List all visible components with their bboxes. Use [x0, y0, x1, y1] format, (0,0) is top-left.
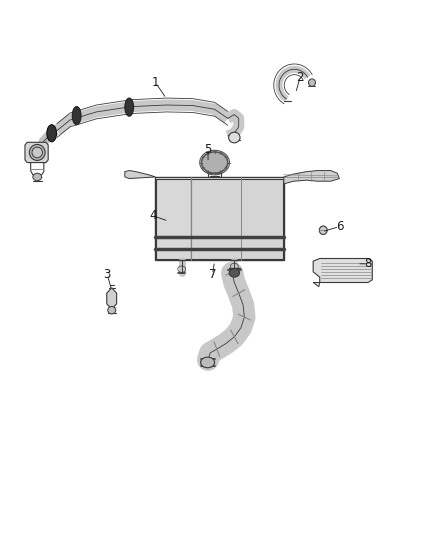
Polygon shape [25, 142, 48, 163]
Ellipse shape [33, 173, 42, 181]
Ellipse shape [229, 269, 240, 277]
Text: 3: 3 [104, 268, 111, 281]
Ellipse shape [201, 357, 215, 368]
Text: 4: 4 [149, 209, 157, 222]
Text: 2: 2 [296, 71, 304, 84]
Ellipse shape [308, 79, 315, 86]
Polygon shape [284, 171, 339, 184]
Polygon shape [156, 179, 191, 259]
Polygon shape [313, 282, 320, 287]
Ellipse shape [229, 132, 240, 143]
Ellipse shape [201, 152, 228, 173]
Polygon shape [191, 179, 283, 259]
Polygon shape [125, 171, 155, 179]
Text: 1: 1 [152, 76, 159, 89]
Ellipse shape [72, 107, 81, 125]
Text: 8: 8 [364, 257, 371, 270]
Polygon shape [107, 288, 117, 309]
Text: 7: 7 [208, 268, 216, 281]
Ellipse shape [125, 98, 134, 116]
Text: 5: 5 [205, 143, 212, 156]
Polygon shape [313, 259, 372, 282]
Ellipse shape [108, 306, 116, 314]
Ellipse shape [47, 125, 57, 142]
Ellipse shape [32, 147, 42, 158]
Text: 6: 6 [336, 220, 343, 233]
Ellipse shape [319, 226, 327, 235]
Ellipse shape [29, 144, 45, 160]
